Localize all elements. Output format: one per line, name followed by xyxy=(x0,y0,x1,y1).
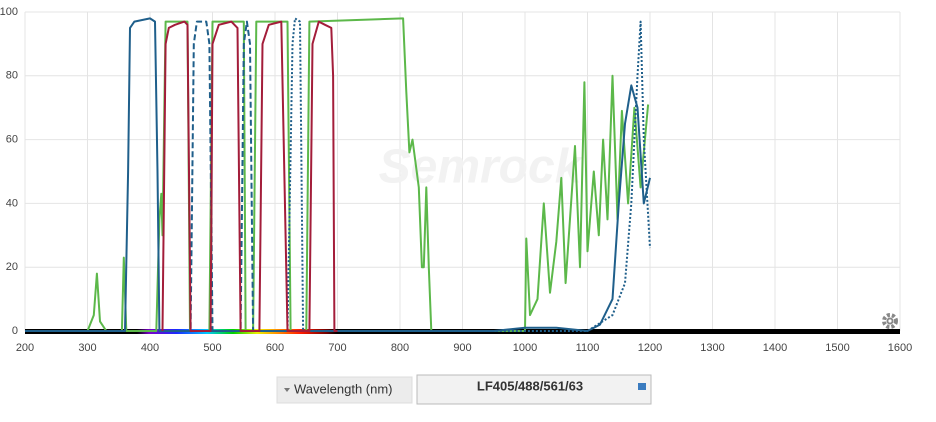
x-tick-label: 400 xyxy=(141,342,159,354)
series-line xyxy=(161,20,338,332)
y-tick-label: 20 xyxy=(6,261,18,273)
series-line xyxy=(25,17,651,332)
watermark: Semrock xyxy=(379,141,584,194)
lines xyxy=(25,17,651,332)
x-tick-label: 200 xyxy=(16,342,34,354)
x-tick-label: 700 xyxy=(328,342,346,354)
x-tick-label: 500 xyxy=(203,342,221,354)
x-tick-label: 900 xyxy=(453,342,471,354)
x-tick-label: 1300 xyxy=(700,342,724,354)
y-tick-label: 80 xyxy=(6,70,18,82)
y-tick-label: 0 xyxy=(12,325,18,337)
title-box[interactable]: LF405/488/561/63 xyxy=(416,374,652,405)
grid xyxy=(24,11,901,332)
x-tick-label: 1200 xyxy=(638,342,662,354)
x-axis-label: Wavelength (nm) xyxy=(294,381,393,396)
x-tick-label: 1100 xyxy=(576,342,600,354)
x-tick-label: 300 xyxy=(78,342,96,354)
x-tick-label: 1400 xyxy=(763,342,787,354)
y-tick-label: 60 xyxy=(6,134,18,146)
x-tick-label: 1000 xyxy=(513,342,537,354)
x-tick-label: 800 xyxy=(391,342,409,354)
y-tick-label: 100 xyxy=(0,6,18,18)
x-tick-label: 600 xyxy=(266,342,284,354)
x-tick-label: 1600 xyxy=(888,342,912,354)
series-line xyxy=(284,17,651,332)
chart-title: LF405/488/561/63 xyxy=(477,378,583,393)
series-line xyxy=(184,20,255,332)
x-tick-label: 1500 xyxy=(825,342,849,354)
y-tick-label: 40 xyxy=(6,197,18,209)
x-axis-selector[interactable]: Wavelength (nm) xyxy=(276,376,413,404)
settings-icon[interactable] xyxy=(882,313,898,329)
